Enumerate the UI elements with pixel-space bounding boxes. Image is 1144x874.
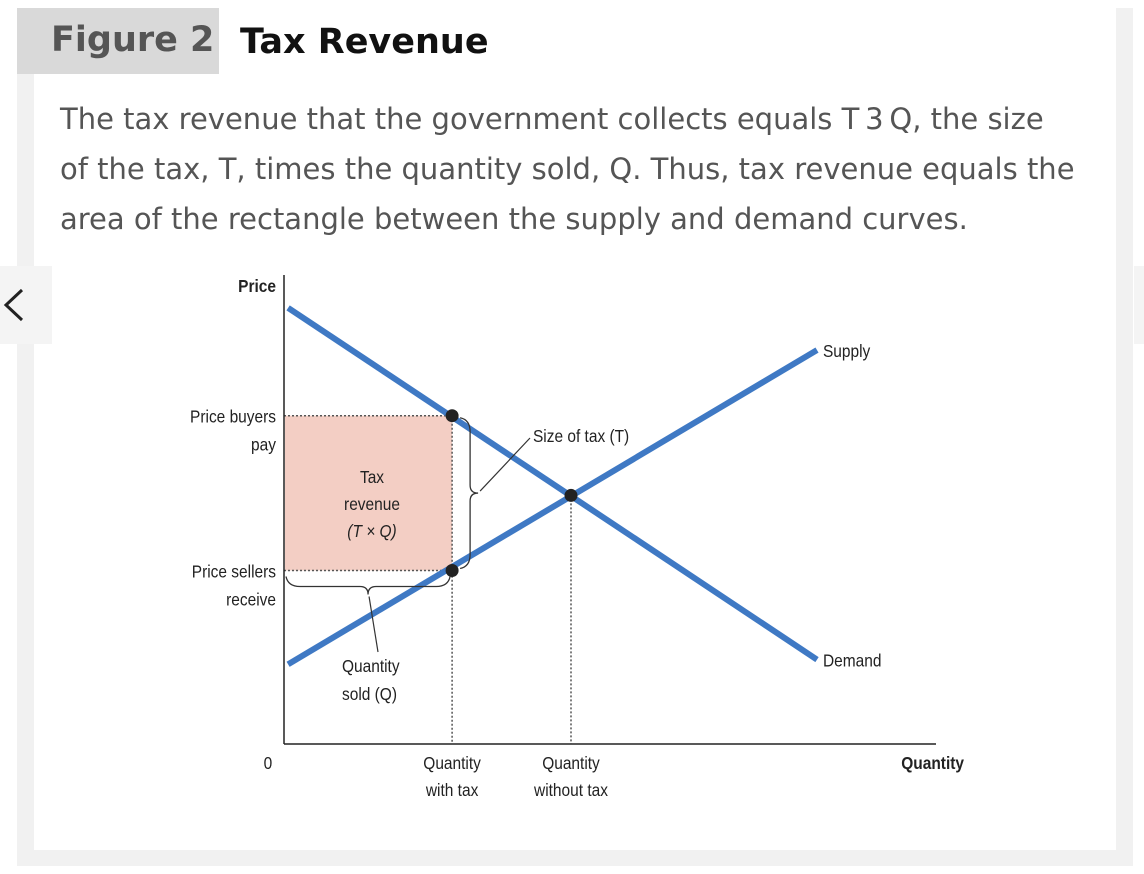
figure-number-tab xyxy=(17,8,219,74)
demand-label: Demand xyxy=(823,650,881,670)
y-tick-label: receive xyxy=(226,589,276,609)
x-tick-label: Quantity xyxy=(423,753,481,773)
y-tick-label: Price sellers xyxy=(192,561,276,581)
caption-line: area of the rectangle between the supply… xyxy=(60,202,968,236)
figure-title: Tax Revenue xyxy=(240,22,489,62)
origin-label: 0 xyxy=(264,753,273,773)
supply-label: Supply xyxy=(823,341,871,361)
caption-line: The tax revenue that the government coll… xyxy=(60,102,1044,136)
x-tick-label: with tax xyxy=(425,780,479,800)
quantity-sold-label: Quantity xyxy=(342,656,400,676)
figure-caption: The tax revenue that the government coll… xyxy=(60,94,1105,244)
size-of-tax-pointer xyxy=(479,437,531,492)
tax-revenue-label: (T × Q) xyxy=(347,521,396,541)
caption-line: of the tax, T, times the quantity sold, … xyxy=(60,152,1075,186)
tax-revenue-label: revenue xyxy=(344,494,400,514)
buyers-price-point xyxy=(445,409,459,423)
y-axis-label: Price xyxy=(238,276,276,296)
size-of-tax-label: Size of tax (T) xyxy=(533,426,629,446)
next-figure-button[interactable] xyxy=(1134,266,1144,344)
quantity-sold-label: sold (Q) xyxy=(342,684,397,704)
quantity-sold-brace xyxy=(285,576,451,595)
chevron-left-icon xyxy=(3,288,24,322)
y-tick-label: Price buyers xyxy=(190,407,276,427)
y-tick-label: pay xyxy=(251,435,276,455)
tax-revenue-label: Tax xyxy=(360,467,385,487)
figure-card xyxy=(34,8,1116,850)
x-axis-label: Quantity xyxy=(901,753,964,773)
x-tick-label: Quantity xyxy=(542,753,600,773)
supply-curve xyxy=(286,347,819,667)
x-tick-label: without tax xyxy=(533,780,608,800)
tax-revenue-area xyxy=(285,415,453,571)
equilibrium-point xyxy=(564,488,578,502)
figure-number: Figure 2 xyxy=(51,20,215,60)
quantity-sold-pointer xyxy=(368,596,379,653)
sellers-price-point xyxy=(445,563,459,577)
demand-curve xyxy=(286,305,819,663)
previous-figure-button[interactable] xyxy=(0,266,52,344)
size-of-tax-brace xyxy=(459,417,479,570)
